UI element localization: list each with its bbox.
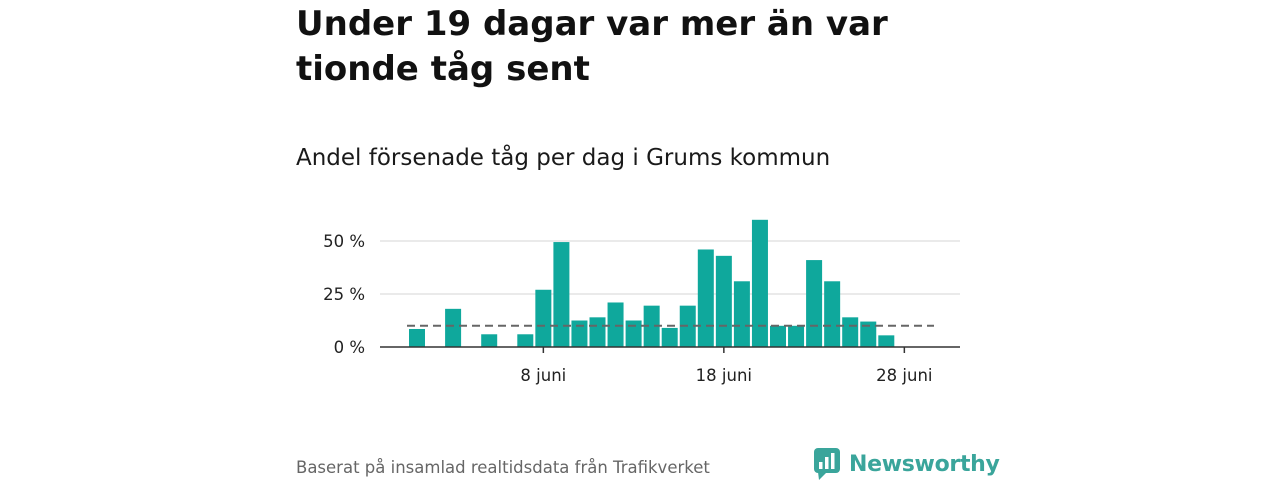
newsworthy-brand[interactable]: Newsworthy [813,446,1000,482]
bar [770,325,786,347]
bar [517,334,534,347]
source-note: Baserat på insamlad realtidsdata från Tr… [296,458,710,477]
bar [553,242,570,347]
bar [788,325,805,347]
y-tick-label: 25 % [323,285,365,304]
y-tick-label: 50 % [323,232,365,251]
x-tick-label: 18 juni [696,366,752,385]
y-tick-label: 0 % [334,338,365,357]
bar [661,327,678,347]
bar [445,308,462,347]
bar [481,334,498,347]
newsworthy-logo-icon [814,448,840,480]
bar [806,260,823,347]
bar [878,335,895,347]
brand-name: Newsworthy [849,451,1000,477]
bar [842,317,859,347]
bar [824,281,841,347]
bar [625,320,642,347]
bar [607,302,624,347]
bar [535,289,552,347]
bar [643,305,660,347]
bar [751,219,768,347]
chart-title: Under 19 dagar var mer än var tionde tåg… [296,4,888,89]
bar [589,317,606,347]
x-tick-label: 28 juni [876,366,932,385]
bar [860,321,877,347]
bar [733,281,750,347]
bar [697,249,714,347]
chart-subtitle: Andel försenade tåg per dag i Grums komm… [296,145,831,171]
bar [571,320,588,347]
x-tick-label: 8 juni [520,366,566,385]
bar [715,255,732,347]
bar [409,328,425,347]
